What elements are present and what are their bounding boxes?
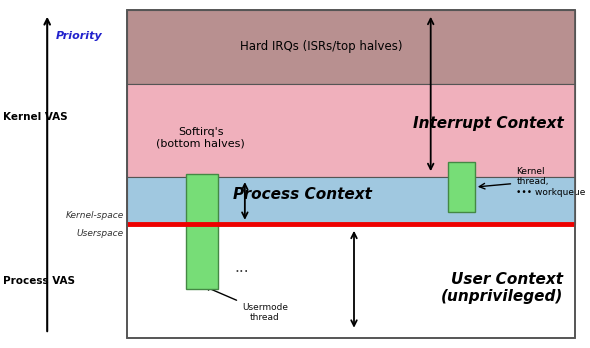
Text: Userspace: Userspace	[77, 229, 124, 238]
Bar	[127, 10, 575, 338]
Text: Kernel VAS: Kernel VAS	[3, 112, 68, 122]
Text: syscall: syscall	[187, 266, 217, 275]
Text: Kernel-space: Kernel-space	[65, 211, 124, 220]
Text: Softirq's
(bottom halves): Softirq's (bottom halves)	[156, 127, 245, 148]
Text: Kernel
thread,
••• workqueue: Kernel thread, ••• workqueue	[516, 167, 586, 197]
Text: Process Context: Process Context	[233, 187, 372, 201]
Text: ...: ...	[235, 260, 249, 275]
Text: Hard IRQs (ISRs/top halves): Hard IRQs (ISRs/top halves)	[240, 40, 403, 54]
Bar	[127, 84, 575, 177]
Text: Interrupt Context: Interrupt Context	[412, 116, 563, 131]
Bar	[448, 162, 475, 212]
Text: Usermode
thread: Usermode thread	[206, 287, 288, 322]
Text: Priority: Priority	[56, 31, 103, 41]
Text: Process VAS: Process VAS	[3, 276, 75, 286]
Bar	[127, 10, 575, 338]
Bar	[186, 174, 218, 289]
Bar	[127, 177, 575, 224]
Text: User Context
(unprivileged): User Context (unprivileged)	[441, 272, 563, 304]
Bar	[127, 10, 575, 84]
